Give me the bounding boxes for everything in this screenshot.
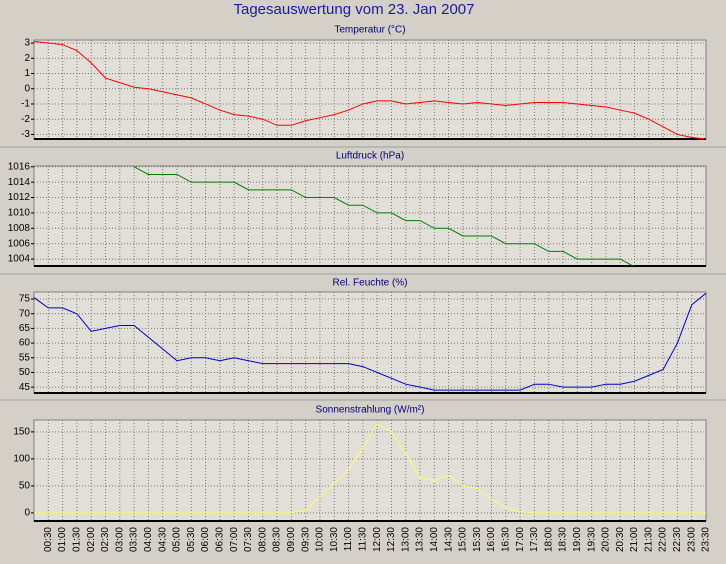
- x-tick-label: 00:30: [43, 527, 54, 552]
- chart-title: Luftdruck (hPa): [336, 151, 404, 162]
- y-tick-label: -2: [21, 114, 30, 125]
- data-line: [34, 292, 706, 391]
- data-line: [133, 166, 635, 266]
- x-tick-label: 14:30: [443, 527, 454, 552]
- x-tick-label: 12:00: [372, 527, 383, 552]
- y-tick-label: 1010: [8, 208, 31, 219]
- y-tick-label: 0: [24, 508, 30, 519]
- chart-title: Sonnenstrahlung (W/m²): [316, 405, 425, 416]
- x-tick-label: 15:00: [458, 527, 469, 552]
- y-tick-label: 3: [24, 38, 30, 49]
- y-tick-label: 1012: [8, 192, 31, 203]
- y-tick-label: 50: [19, 367, 31, 378]
- x-tick-label: 02:30: [100, 527, 111, 552]
- y-tick-label: 65: [19, 323, 31, 334]
- chart-title: Temperatur (°C): [334, 25, 405, 36]
- x-tick-label: 17:00: [515, 527, 526, 552]
- x-tick-label: 01:30: [72, 527, 83, 552]
- y-tick-label: 1016: [8, 161, 31, 172]
- x-tick-label: 19:30: [586, 527, 597, 552]
- page-title: Tagesauswertung vom 23. Jan 2007: [234, 1, 475, 18]
- x-tick-label: 02:00: [86, 527, 97, 552]
- chart-title: Rel. Feuchte (%): [332, 278, 407, 289]
- y-tick-label: 60: [19, 338, 31, 349]
- x-tick-label: 04:00: [143, 527, 154, 552]
- x-tick-label: 07:00: [229, 527, 240, 552]
- x-tick-label: 20:00: [601, 527, 612, 552]
- x-tick-label: 06:00: [200, 527, 211, 552]
- x-tick-label: 08:30: [272, 527, 283, 552]
- x-tick-label: 13:30: [415, 527, 426, 552]
- x-tick-label: 12:30: [386, 527, 397, 552]
- x-tick-label: 10:30: [329, 527, 340, 552]
- x-tick-label: 05:00: [172, 527, 183, 552]
- y-tick-label: 2: [24, 53, 30, 64]
- y-tick-label: 1006: [8, 238, 31, 249]
- x-tick-label: 23:30: [701, 527, 712, 552]
- y-tick-label: 100: [13, 454, 30, 465]
- data-line: [34, 41, 706, 139]
- y-tick-label: 0: [24, 83, 30, 94]
- plot-area: [33, 291, 707, 394]
- y-tick-label: 75: [19, 294, 31, 305]
- x-tick-label: 15:30: [472, 527, 483, 552]
- y-tick-label: 150: [13, 427, 30, 438]
- x-tick-label: 10:00: [315, 527, 326, 552]
- y-tick-label: 70: [19, 308, 31, 319]
- x-tick-label: 14:00: [429, 527, 440, 552]
- x-tick-label: 18:00: [543, 527, 554, 552]
- x-tick-label: 22:00: [658, 527, 669, 552]
- x-tick-label: 03:30: [129, 527, 140, 552]
- x-tick-label: 21:00: [629, 527, 640, 552]
- y-tick-label: 50: [19, 481, 31, 492]
- x-tick-label: 20:30: [615, 527, 626, 552]
- y-tick-label: 1008: [8, 223, 31, 234]
- x-tick-label: 05:30: [186, 527, 197, 552]
- x-tick-label: 22:30: [672, 527, 683, 552]
- y-tick-label: 45: [19, 382, 31, 393]
- y-tick-label: -3: [21, 129, 30, 140]
- x-tick-label: 04:30: [157, 527, 168, 552]
- plot-area: [33, 39, 707, 140]
- x-tick-label: 08:00: [257, 527, 268, 552]
- x-tick-label: 11:30: [357, 527, 368, 552]
- x-tick-label: 06:30: [215, 527, 226, 552]
- x-tick-label: 19:00: [572, 527, 583, 552]
- data-line: [34, 423, 706, 514]
- y-tick-label: 1: [24, 68, 30, 79]
- plot-area: [33, 165, 707, 267]
- x-tick-label: 13:00: [400, 527, 411, 552]
- x-tick-label: 18:30: [558, 527, 569, 552]
- y-tick-label: 55: [19, 352, 31, 363]
- x-tick-label: 23:00: [686, 527, 697, 552]
- x-tick-label: 07:30: [243, 527, 254, 552]
- x-tick-label: 16:30: [500, 527, 511, 552]
- x-tick-label: 01:00: [57, 527, 68, 552]
- x-tick-label: 03:00: [114, 527, 125, 552]
- y-tick-label: 1014: [8, 177, 31, 188]
- x-tick-label: 09:30: [300, 527, 311, 552]
- x-tick-label: 09:00: [286, 527, 297, 552]
- x-tick-label: 16:00: [486, 527, 497, 552]
- x-tick-label: 17:30: [529, 527, 540, 552]
- x-tick-label: 11:00: [343, 527, 354, 552]
- y-tick-label: -1: [21, 99, 30, 110]
- x-tick-label: 21:30: [643, 527, 654, 552]
- y-tick-label: 1004: [8, 254, 31, 265]
